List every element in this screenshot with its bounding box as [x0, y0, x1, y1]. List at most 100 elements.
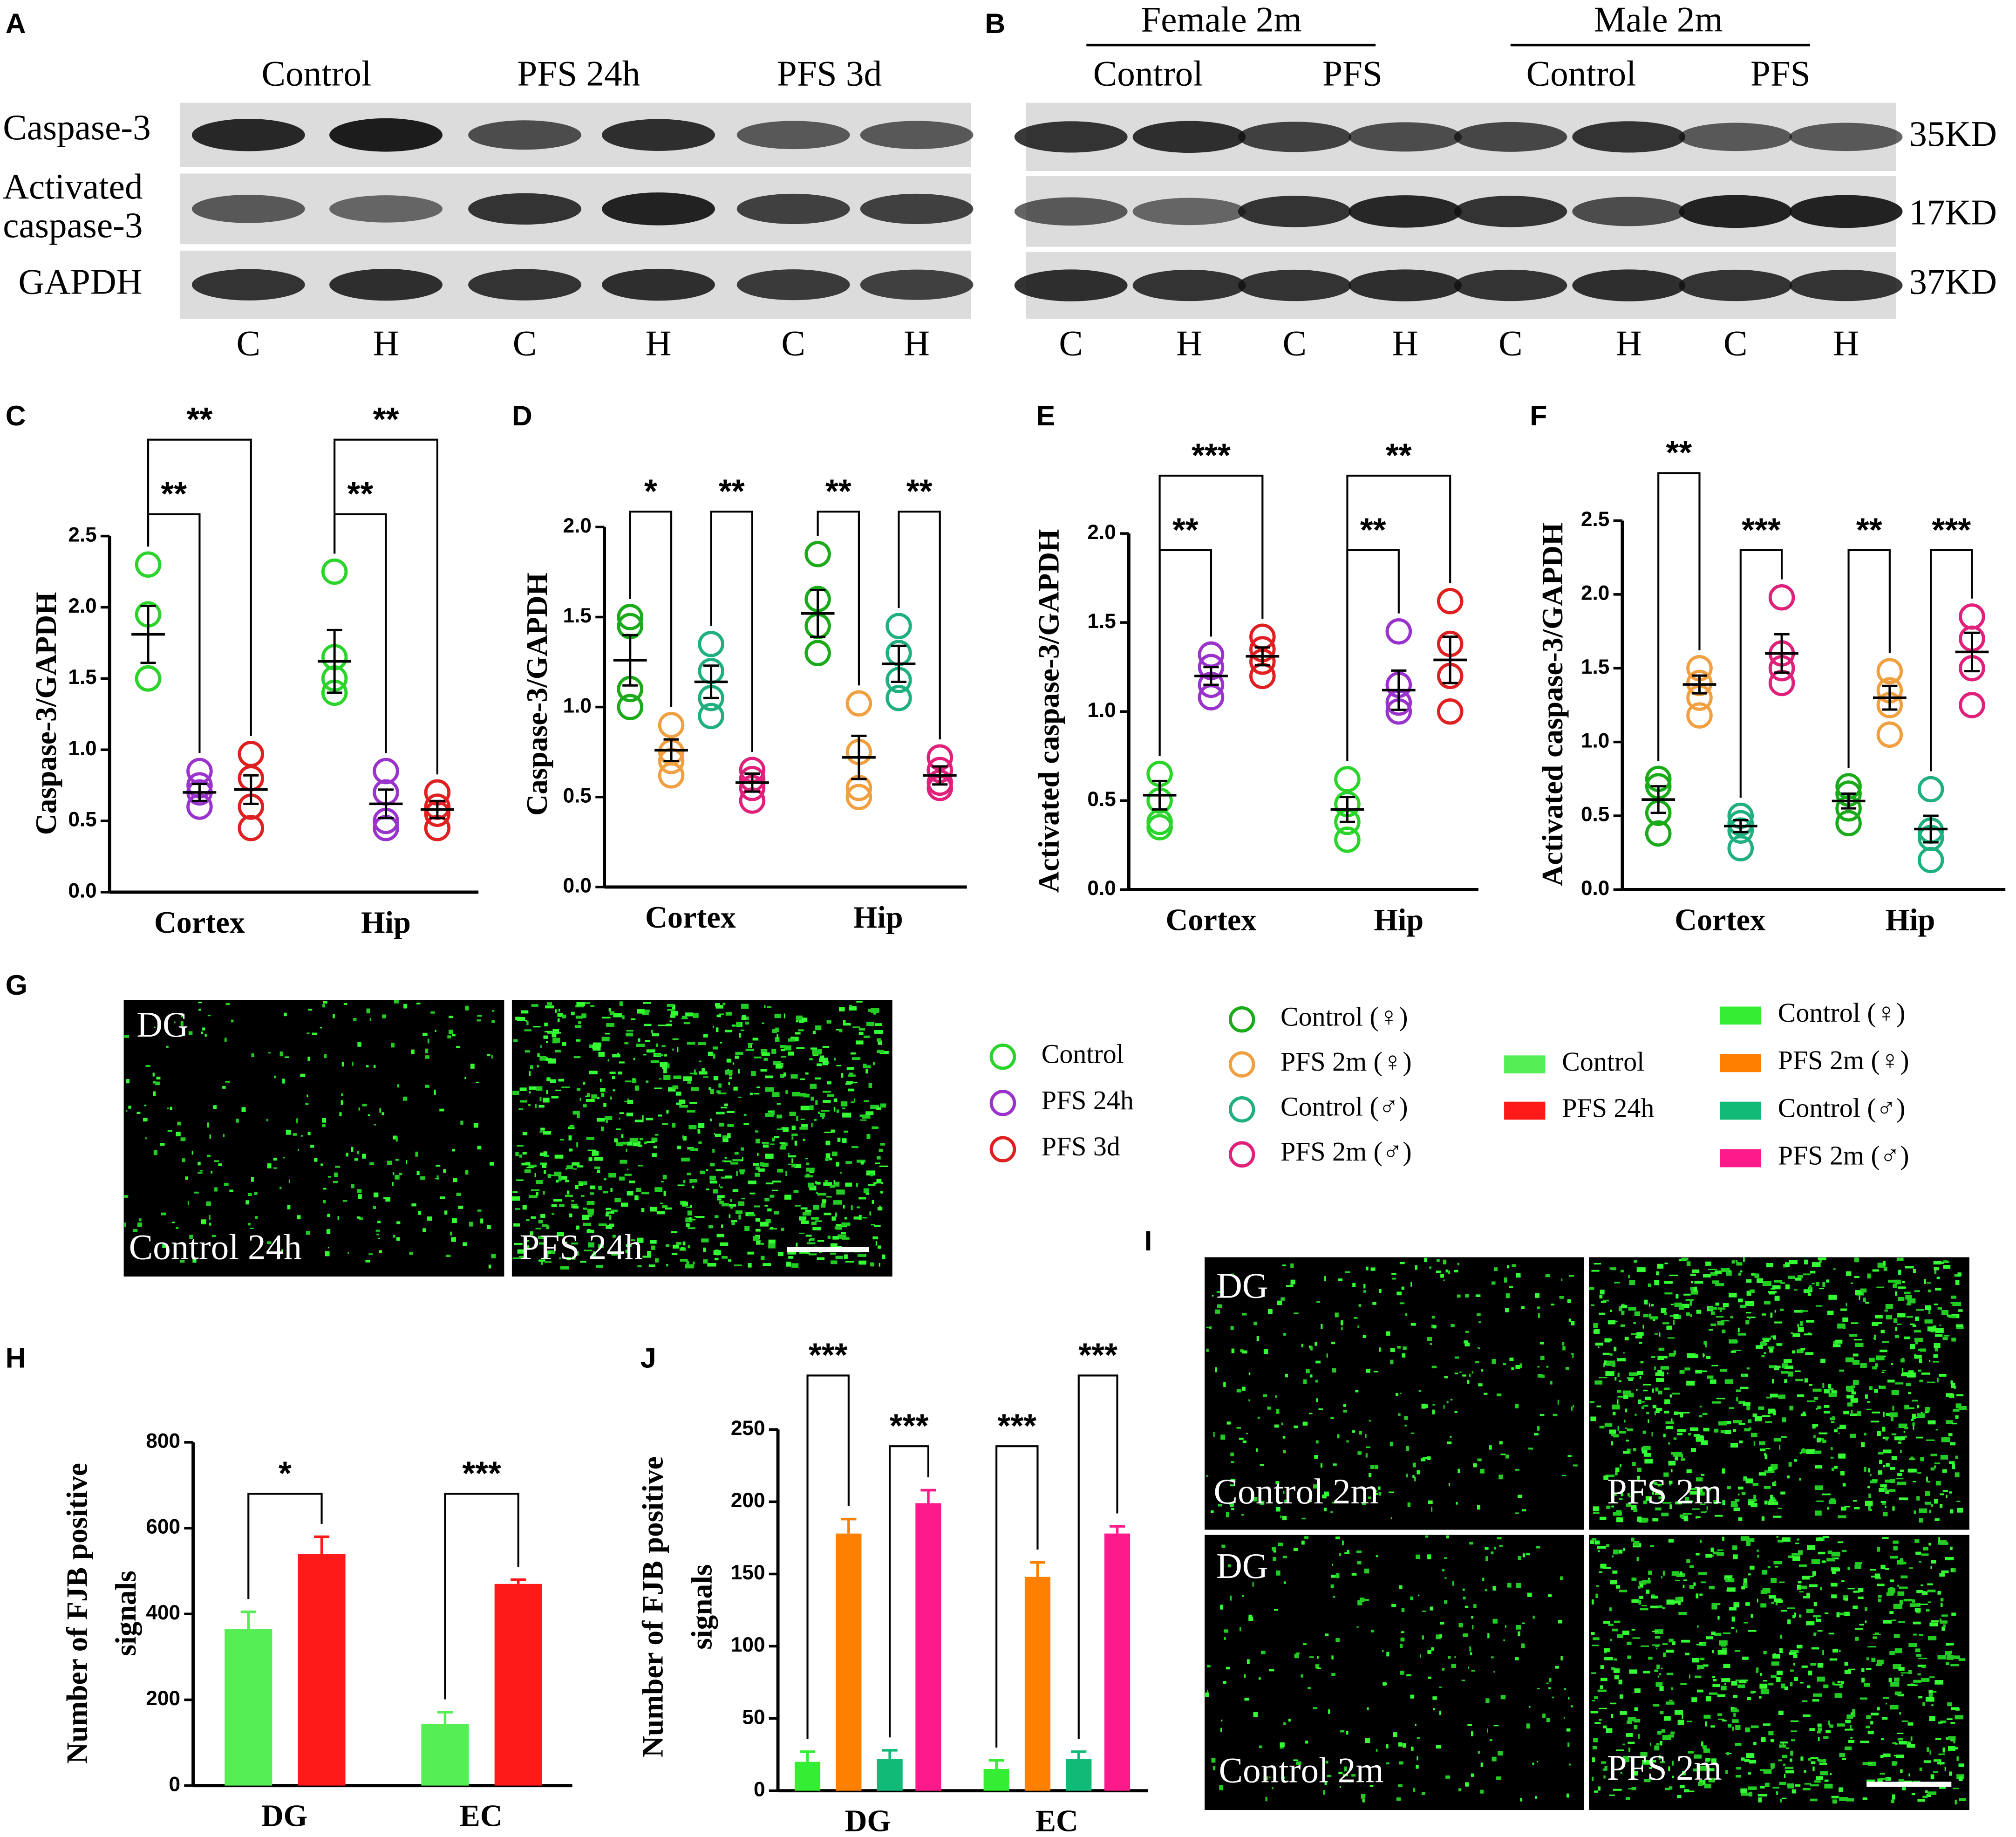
micrograph-label: Control 24h	[129, 1227, 302, 1267]
fluorescent-speck	[1736, 1389, 1741, 1392]
fluorescent-speck	[1230, 1484, 1234, 1487]
fluorescent-speck	[1876, 1286, 1884, 1288]
fluorescent-speck	[586, 1093, 590, 1097]
fluorescent-speck	[1853, 1353, 1859, 1357]
fluorescent-speck	[439, 1108, 444, 1112]
fluorescent-speck	[1617, 1390, 1621, 1393]
fluorescent-speck	[1922, 1702, 1925, 1706]
fluorescent-speck	[602, 1017, 611, 1019]
fluorescent-speck	[1252, 1582, 1254, 1587]
fluorescent-speck	[586, 1201, 595, 1205]
fluorescent-speck	[703, 1076, 709, 1078]
fluorescent-speck	[1272, 1787, 1274, 1789]
fluorescent-speck	[1888, 1592, 1894, 1595]
fluorescent-speck	[1658, 1496, 1665, 1500]
blot-band	[1132, 269, 1246, 301]
fluorescent-speck	[1516, 1583, 1521, 1588]
fluorescent-speck	[626, 1030, 633, 1032]
fluorescent-speck	[1489, 1445, 1492, 1450]
fluorescent-speck	[379, 1108, 381, 1113]
fluorescent-speck	[732, 1159, 741, 1161]
fluorescent-speck	[590, 1185, 595, 1189]
fluorescent-speck	[687, 1079, 691, 1084]
fluorescent-speck	[1914, 1354, 1916, 1359]
fluorescent-speck	[1378, 1492, 1382, 1496]
fluorescent-speck	[1600, 1678, 1607, 1681]
fluorescent-speck	[213, 1105, 217, 1109]
y-tick-label: 400	[146, 1601, 180, 1624]
fluorescent-speck	[1242, 1595, 1244, 1597]
fluorescent-speck	[1316, 1667, 1321, 1669]
fluorescent-speck	[1824, 1389, 1830, 1393]
fluorescent-speck	[1942, 1469, 1947, 1473]
fluorescent-speck	[1913, 1680, 1921, 1683]
fluorescent-speck	[1827, 1550, 1832, 1554]
fluorescent-speck	[354, 1158, 358, 1161]
fluorescent-speck	[677, 1146, 681, 1149]
fluorescent-speck	[1807, 1293, 1812, 1296]
fluorescent-speck	[1260, 1464, 1264, 1466]
fluorescent-speck	[599, 1223, 607, 1226]
fluorescent-speck	[1343, 1404, 1346, 1407]
fluorescent-speck	[836, 1029, 842, 1031]
fluorescent-speck	[1391, 1604, 1394, 1606]
fluorescent-speck	[1632, 1637, 1641, 1639]
fluorescent-speck	[631, 1018, 636, 1020]
fluorescent-speck	[1796, 1349, 1804, 1353]
fluorescent-speck	[529, 1086, 537, 1090]
fluorescent-speck	[1662, 1308, 1667, 1311]
fluorescent-speck	[724, 1103, 728, 1106]
fluorescent-speck	[1846, 1303, 1847, 1307]
fluorescent-speck	[641, 1191, 649, 1195]
fluorescent-speck	[611, 1252, 620, 1255]
fluorescent-speck	[803, 1139, 805, 1141]
data-point	[1686, 669, 1713, 697]
fluorescent-speck	[524, 1169, 531, 1173]
fluorescent-speck	[1907, 1468, 1917, 1473]
fluorescent-speck	[542, 1163, 547, 1168]
fluorescent-speck	[1850, 1398, 1858, 1403]
fluorescent-speck	[791, 1125, 796, 1130]
fluorescent-speck	[1276, 1570, 1280, 1576]
fluorescent-speck	[1520, 1797, 1522, 1802]
data-point	[1146, 814, 1173, 840]
fluorescent-speck	[1651, 1432, 1653, 1437]
fluorescent-speck	[756, 1240, 761, 1245]
fluorescent-speck	[1668, 1539, 1674, 1543]
fluorescent-speck	[1686, 1380, 1695, 1386]
fluorescent-speck	[742, 1157, 743, 1161]
fluorescent-speck	[1861, 1678, 1865, 1683]
blot-band	[1349, 122, 1462, 152]
fluorescent-speck	[1950, 1442, 1956, 1446]
fluorescent-speck	[1694, 1281, 1703, 1284]
fluorescent-speck	[1664, 1356, 1668, 1359]
fluorescent-speck	[539, 1131, 543, 1133]
fluorescent-speck	[362, 1104, 367, 1106]
fluorescent-speck	[1874, 1632, 1879, 1634]
fluorescent-speck	[738, 1214, 741, 1220]
fluorescent-speck	[534, 1173, 536, 1177]
significance-label: **	[906, 473, 933, 510]
fluorescent-speck	[720, 1042, 722, 1044]
fluorescent-speck	[1679, 1514, 1684, 1518]
fluorescent-speck	[200, 1169, 203, 1172]
fluorescent-speck	[1357, 1600, 1362, 1605]
fluorescent-speck	[1951, 1612, 1956, 1616]
fluorescent-speck	[322, 1123, 326, 1127]
fluorescent-speck	[1743, 1578, 1748, 1583]
fluorescent-speck	[333, 1181, 338, 1183]
fluorescent-speck	[1789, 1259, 1798, 1264]
fluorescent-speck	[774, 1013, 781, 1018]
fluorescent-speck	[1694, 1754, 1702, 1759]
fluorescent-speck	[1284, 1499, 1287, 1503]
fluorescent-speck	[1294, 1312, 1299, 1314]
fluorescent-speck	[1532, 1615, 1535, 1619]
fluorescent-speck	[1782, 1537, 1791, 1542]
fluorescent-speck	[735, 1210, 742, 1214]
fluorescent-speck	[1830, 1773, 1832, 1776]
fluorescent-speck	[445, 1255, 451, 1257]
fluorescent-speck	[1819, 1288, 1824, 1290]
y-tick-label: 0.0	[1087, 877, 1116, 900]
fluorescent-speck	[722, 1256, 728, 1259]
fluorescent-speck	[434, 1089, 436, 1095]
